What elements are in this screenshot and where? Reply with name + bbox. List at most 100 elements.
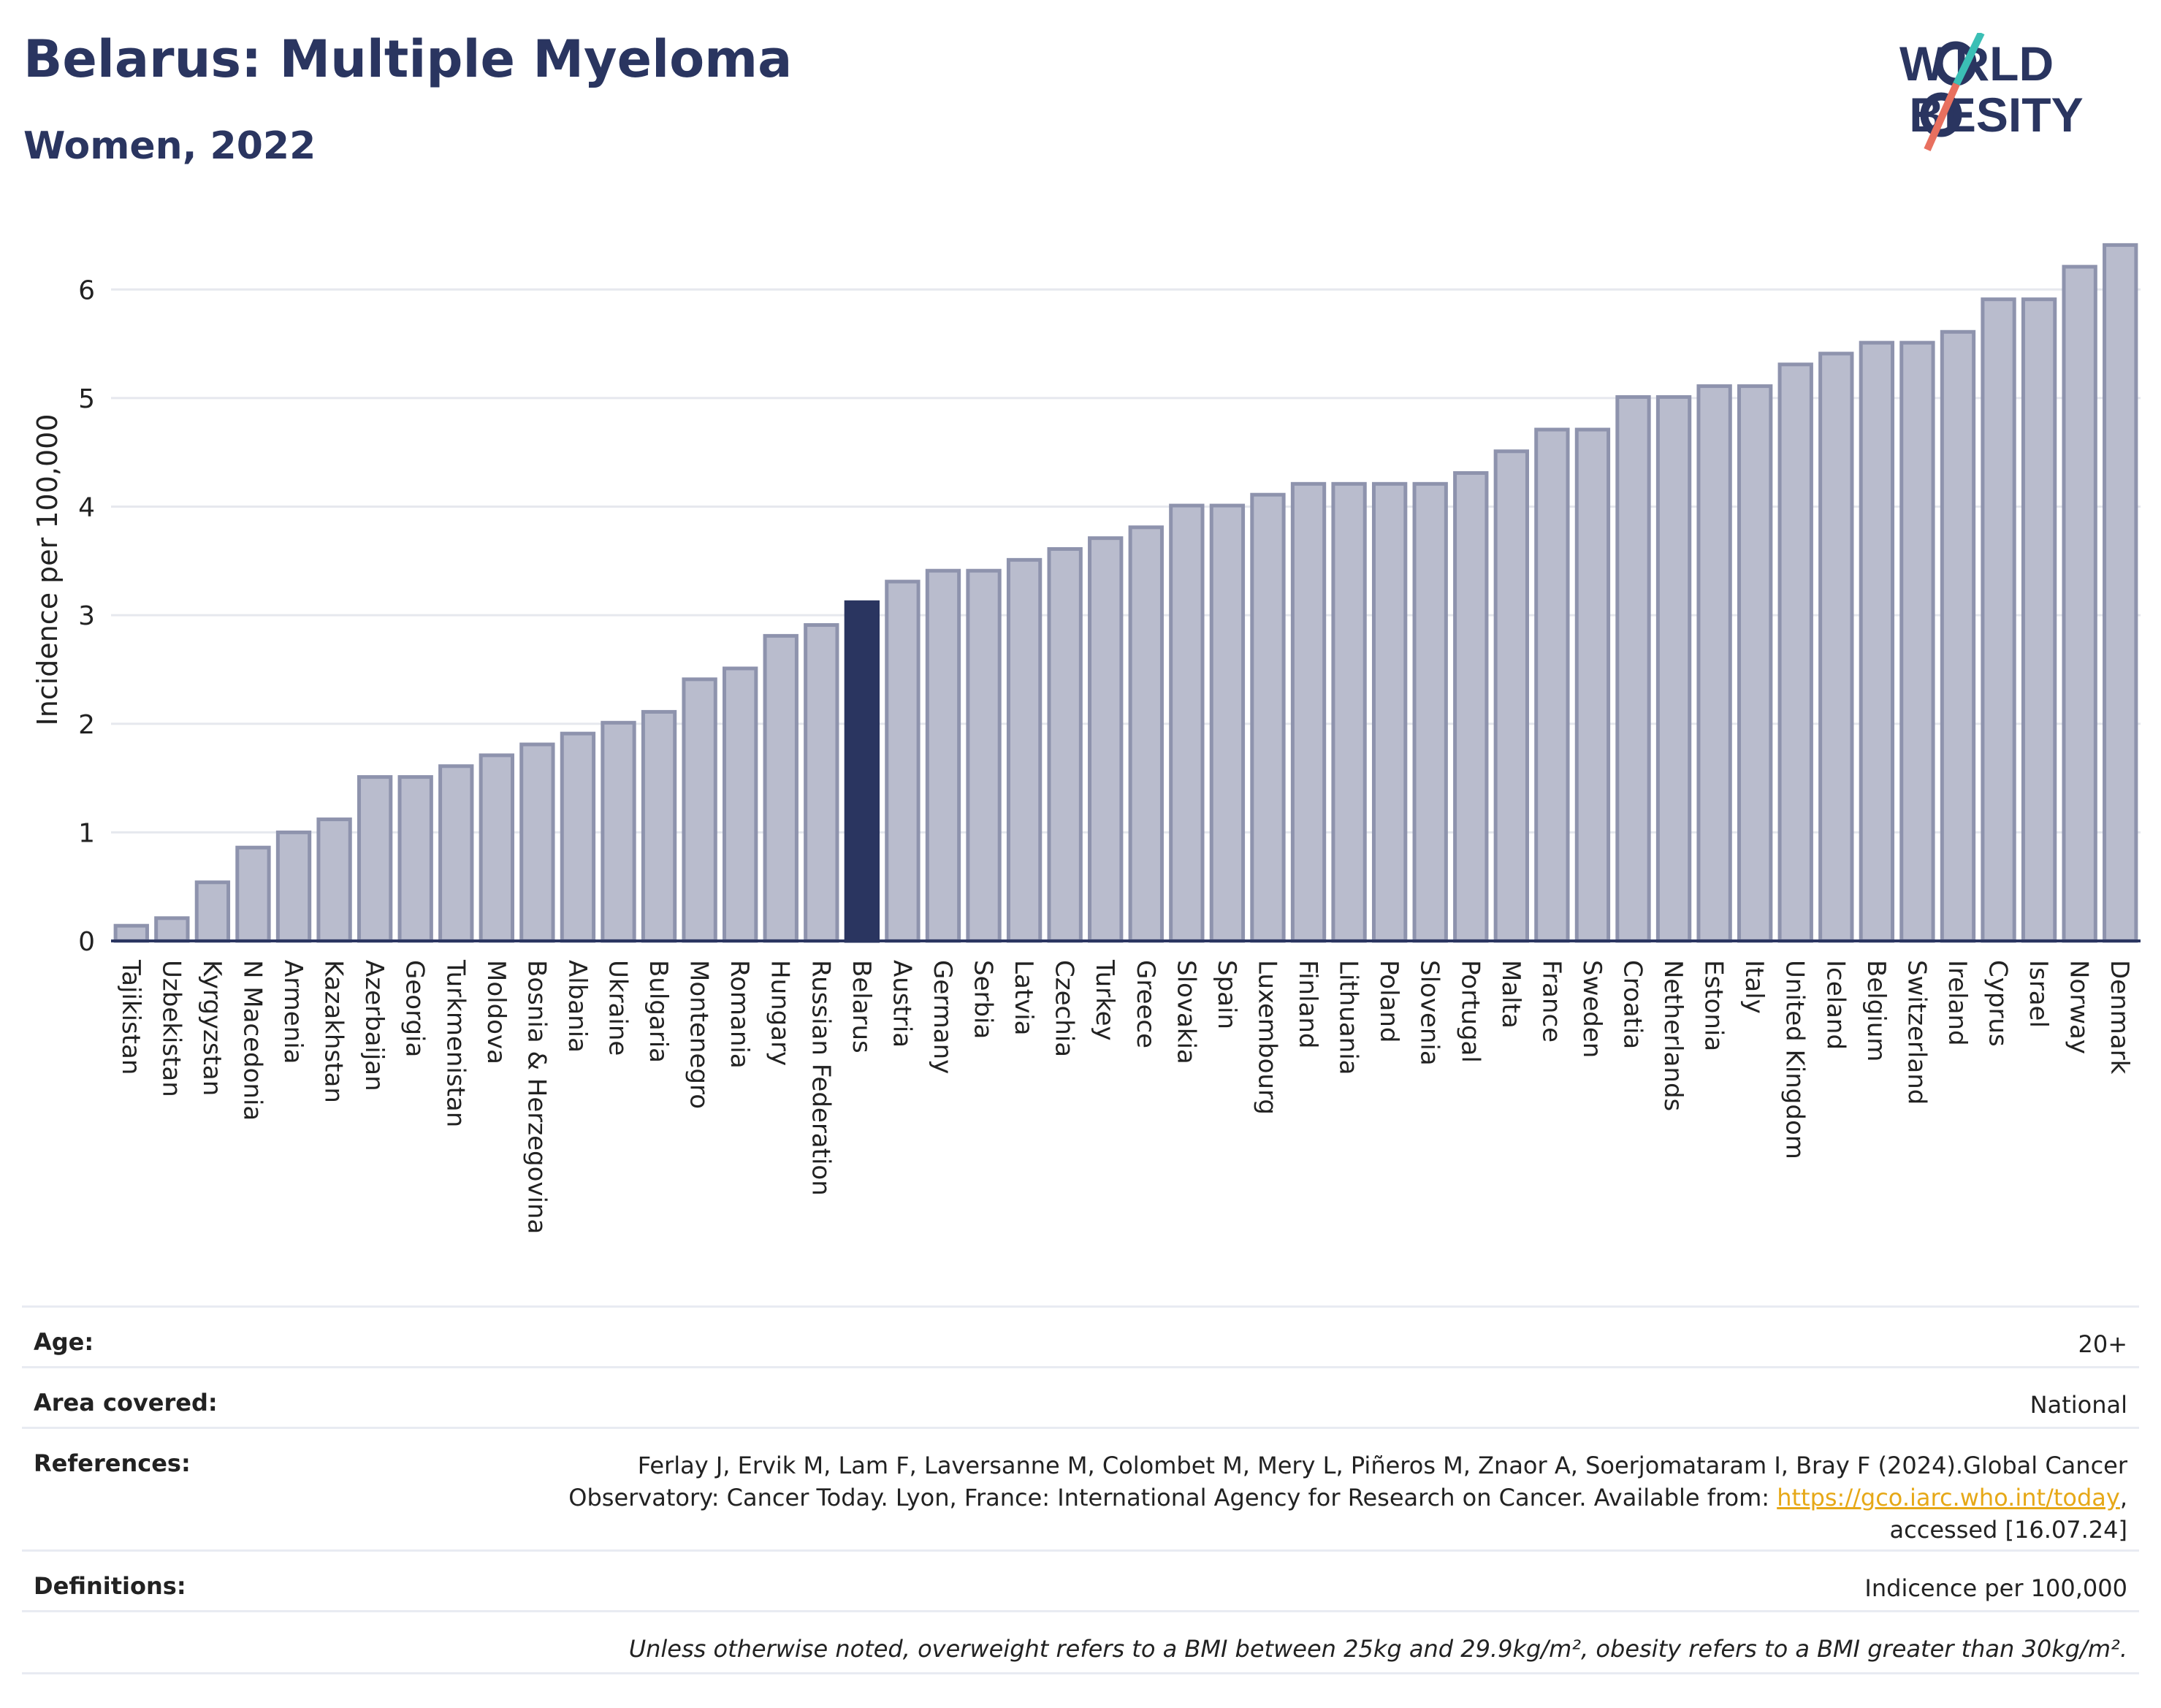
x-tick-label: Albania	[563, 960, 592, 1053]
x-tick-label: Denmark	[2105, 960, 2134, 1075]
metadata-table: Age: 20+ Area covered: National Referenc…	[22, 1305, 2139, 1674]
x-tick-label: Norway	[2065, 960, 2094, 1054]
x-tick-label: Austria	[887, 960, 916, 1048]
bar-germany	[925, 568, 961, 943]
bar-slovakia	[1169, 503, 1205, 943]
x-tick-label: Kazakhstan	[319, 960, 348, 1103]
bar-italy	[1737, 384, 1773, 943]
y-tick-label: 0	[78, 927, 95, 957]
logo-o-bottom	[1920, 92, 1962, 137]
x-tick-label: Montenegro	[685, 960, 714, 1109]
x-tick-label: Netherlands	[1658, 960, 1688, 1111]
bar-spain	[1209, 503, 1246, 943]
bar-united-kingdom	[1777, 362, 1813, 943]
bar-armenia	[275, 830, 312, 943]
meta-row-references: References: Ferlay J, Ervik M, Lam F, La…	[22, 1427, 2139, 1549]
x-tick-label: Belgium	[1861, 960, 1891, 1061]
y-tick-label: 1	[78, 818, 95, 848]
x-tick-label: Lithuania	[1334, 960, 1363, 1075]
bmi-note: Unless otherwise noted, overweight refer…	[628, 1635, 2127, 1663]
x-tick-label: Iceland	[1821, 960, 1850, 1050]
x-tick-label: Italy	[1739, 960, 1769, 1014]
x-tick-label: France	[1536, 960, 1566, 1042]
bar-denmark	[2103, 243, 2138, 943]
meta-row-area: Area covered: National	[22, 1366, 2139, 1427]
bar-switzerland	[1899, 340, 1935, 943]
x-tick-label: Croatia	[1618, 960, 1647, 1049]
bar-romania	[723, 666, 758, 943]
x-tick-label: Greece	[1131, 960, 1160, 1048]
x-tick-label: N Macedonia	[237, 960, 267, 1121]
x-tick-label: Serbia	[969, 960, 998, 1039]
bar-israel	[2021, 297, 2057, 943]
x-tick-label: Poland	[1374, 960, 1403, 1043]
bar-kyrgyzstan	[194, 880, 231, 943]
y-axis-label: Incidence per 100,000	[31, 413, 64, 725]
x-tick-label: Israel	[2024, 960, 2053, 1028]
x-tick-label: Tajikistan	[116, 959, 145, 1075]
references-line2: Observatory: Cancer Today. Lyon, France:…	[568, 1484, 1777, 1511]
area-label: Area covered:	[34, 1389, 218, 1417]
bar-kazakhstan	[316, 817, 352, 943]
x-tick-label: Finland	[1293, 960, 1322, 1049]
bar-sweden	[1574, 427, 1611, 943]
bar-uzbekistan	[154, 916, 190, 943]
x-tick-label: United Kingdom	[1780, 960, 1810, 1159]
bar-finland	[1290, 481, 1327, 943]
x-tick-label: Turkey	[1090, 959, 1119, 1041]
bar-czechia	[1047, 546, 1083, 943]
age-value: 20+	[2078, 1330, 2127, 1358]
age-label: Age:	[34, 1328, 94, 1356]
bar-albania	[560, 731, 596, 943]
x-tick-label: Romania	[725, 960, 754, 1069]
bar-slovenia	[1412, 481, 1448, 943]
y-tick-label: 6	[78, 275, 95, 305]
x-tick-label: Czechia	[1050, 960, 1079, 1057]
definitions-value: Indicence per 100,000	[1864, 1574, 2127, 1602]
bar-turkmenistan	[438, 764, 474, 943]
x-tick-label: Slovenia	[1415, 960, 1444, 1066]
references-link[interactable]: https://gco.iarc.who.int/today	[1777, 1484, 2120, 1511]
x-tick-label: Spain	[1212, 960, 1241, 1029]
chart-title: Belarus: Multiple Myeloma	[23, 29, 793, 89]
x-tick-label: Ukraine	[603, 960, 633, 1056]
x-tick-label: Slovakia	[1171, 960, 1200, 1064]
bars	[111, 243, 2141, 943]
y-tick-label: 5	[78, 384, 95, 414]
bar-portugal	[1453, 470, 1489, 943]
x-tick-label: Luxembourg	[1252, 960, 1281, 1115]
x-tick-label: Moldova	[481, 960, 511, 1064]
bar-montenegro	[682, 677, 717, 943]
bar-luxembourg	[1250, 492, 1286, 943]
x-tick-label: Belarus	[847, 960, 876, 1053]
x-tick-label: Sweden	[1577, 960, 1607, 1058]
x-tick-label: Azerbaijan	[359, 960, 389, 1091]
meta-row-age: Age: 20+	[22, 1305, 2139, 1366]
bar-bosnia-herzegovina	[519, 742, 555, 943]
x-tick-label: Ireland	[1943, 960, 1972, 1046]
x-tick-label: Kyrgyzstan	[197, 960, 226, 1096]
y-tick-label: 2	[78, 710, 95, 740]
bar-hungary	[763, 633, 799, 943]
x-tick-label: Cyprus	[1983, 960, 2013, 1047]
references-value: Ferlay J, Ervik M, Lam F, Laversanne M, …	[568, 1449, 2127, 1546]
meta-end-divider	[22, 1672, 2139, 1674]
bar-poland	[1371, 481, 1408, 943]
bar-tajikistan	[113, 923, 149, 943]
bar-austria	[885, 579, 921, 943]
logo-slash-teal	[1953, 33, 1985, 86]
bar-croatia	[1615, 394, 1651, 943]
bar-n-macedonia	[235, 845, 271, 943]
bar-georgia	[397, 775, 433, 943]
meta-row-note: Unless otherwise noted, overweight refer…	[22, 1610, 2139, 1672]
references-line1: Ferlay J, Ervik M, Lam F, Laversanne M, …	[637, 1452, 2127, 1479]
bar-lithuania	[1331, 481, 1367, 943]
bar-greece	[1128, 525, 1164, 943]
bar-russian-federation	[804, 623, 839, 943]
x-tick-label: Hungary	[766, 960, 795, 1066]
x-tick-label: Bosnia & Herzegovina	[522, 960, 551, 1234]
x-tick-label: Portugal	[1455, 960, 1485, 1063]
bar-estonia	[1696, 384, 1732, 943]
bar-belarus	[844, 600, 880, 943]
bar-turkey	[1088, 536, 1124, 943]
